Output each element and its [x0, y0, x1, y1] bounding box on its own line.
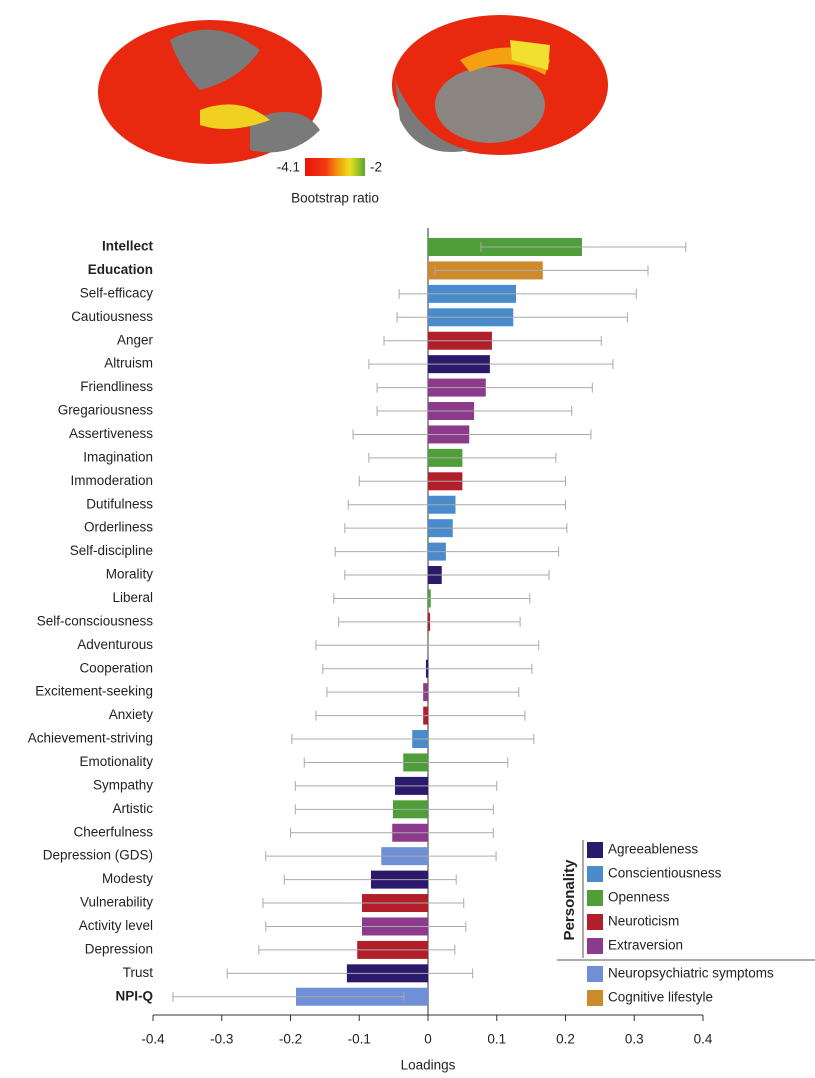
legend-label: Cognitive lifestyle	[608, 990, 713, 1005]
x-tick-label: -0.4	[141, 1032, 165, 1047]
x-tick-label: 0.1	[487, 1032, 506, 1047]
x-tick-label: -0.2	[279, 1032, 302, 1047]
y-tick-label: Adventurous	[77, 637, 153, 652]
legend-label: Conscientiousness	[608, 866, 722, 881]
legend-swatch	[587, 966, 603, 982]
y-tick-label: NPI-Q	[115, 988, 153, 1003]
x-tick-label: 0.2	[556, 1032, 575, 1047]
legend-swatch	[587, 914, 603, 930]
error-bar	[384, 336, 601, 346]
error-bar	[327, 687, 519, 697]
y-tick-label: Altruism	[104, 356, 153, 371]
error-bar	[377, 406, 572, 416]
error-bar	[334, 593, 530, 603]
y-tick-label: Activity level	[79, 918, 153, 933]
figure: -4.1 -2 Bootstrap ratio Loadings Persona…	[0, 0, 815, 1078]
y-tick-label: Depression	[85, 941, 153, 956]
colorbar-min: -4.1	[277, 160, 300, 175]
legend-label: Neuropsychiatric symptoms	[608, 966, 774, 981]
x-tick-label: -0.3	[210, 1032, 233, 1047]
error-bar	[345, 570, 549, 580]
colorbar	[305, 158, 365, 176]
x-tick-label: 0.3	[625, 1032, 644, 1047]
y-tick-label: Cooperation	[79, 660, 153, 675]
y-tick-label: Friendliness	[80, 379, 153, 394]
error-bar	[284, 875, 456, 885]
error-bar	[335, 547, 558, 557]
colorbar-title: Bootstrap ratio	[291, 191, 379, 206]
y-tick-label: Self-consciousness	[37, 613, 154, 628]
y-tick-label: Emotionality	[79, 754, 153, 769]
y-tick-label: Gregariousness	[58, 403, 154, 418]
x-tick-label: -0.1	[348, 1032, 371, 1047]
x-tick-label: 0.4	[694, 1032, 713, 1047]
legend-label: Openness	[608, 890, 670, 905]
brain-images	[98, 15, 608, 164]
legend-swatch	[587, 938, 603, 954]
y-tick-label: Artistic	[113, 801, 154, 816]
legend-label: Extraversion	[608, 938, 683, 953]
error-bar	[348, 500, 565, 510]
x-axis-title: Loadings	[401, 1058, 456, 1073]
y-tick-label: Imagination	[83, 449, 153, 464]
error-bar	[291, 828, 494, 838]
error-bar	[353, 429, 591, 439]
brain-region	[435, 67, 545, 143]
legend-swatch	[587, 842, 603, 858]
error-bar	[316, 640, 539, 650]
error-bar	[266, 851, 496, 861]
colorbar-max: -2	[370, 160, 382, 175]
y-tick-label: Cautiousness	[71, 309, 153, 324]
y-tick-label: Liberal	[112, 590, 153, 605]
y-tick-label: Sympathy	[93, 777, 153, 792]
legend-label: Neuroticism	[608, 914, 679, 929]
y-tick-label: Anxiety	[109, 707, 154, 722]
y-tick-label: Self-discipline	[70, 543, 153, 558]
y-tick-label: Immoderation	[70, 473, 153, 488]
y-tick-label: Modesty	[102, 871, 153, 886]
legend-label: Agreeableness	[608, 842, 698, 857]
y-tick-label: Morality	[106, 567, 154, 582]
y-tick-label: Vulnerability	[80, 895, 153, 910]
y-tick-label: Depression (GDS)	[43, 848, 153, 863]
y-tick-label: Dutifulness	[86, 496, 153, 511]
error-bar	[316, 711, 525, 721]
y-tick-label: Self-efficacy	[80, 285, 154, 300]
legend-title: Personality	[561, 859, 578, 941]
y-tick-label: Excitement-seeking	[35, 684, 153, 699]
legend-swatch	[587, 990, 603, 1006]
y-tick-label: Anger	[117, 332, 154, 347]
y-tick-label: Trust	[123, 965, 153, 980]
y-tick-label: Education	[88, 262, 153, 277]
legend-swatch	[587, 866, 603, 882]
y-tick-label: Orderliness	[84, 520, 153, 535]
y-tick-label: Intellect	[102, 239, 154, 254]
error-bar	[369, 359, 613, 369]
y-tick-label: Assertiveness	[69, 426, 153, 441]
x-tick-label: 0	[424, 1032, 432, 1047]
y-tick-label: Achievement-striving	[28, 731, 153, 746]
legend-swatch	[587, 890, 603, 906]
y-tick-label: Cheerfulness	[73, 824, 153, 839]
error-bar	[345, 523, 567, 533]
